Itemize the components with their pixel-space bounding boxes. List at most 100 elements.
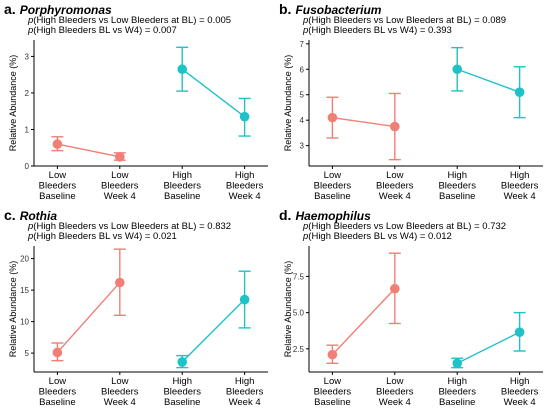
data-point-low <box>327 349 338 360</box>
y-tick-label: 10 <box>20 318 29 327</box>
y-tick-label: 7.5 <box>293 272 305 281</box>
data-point-low <box>327 112 338 123</box>
x-category-label: Bleeders <box>39 387 77 398</box>
y-axis-label: Relative Abundance (%) <box>283 55 293 152</box>
x-category-label: Low <box>324 376 342 387</box>
panel-d: d. Haemophilus p(High Bleeders vs Low Ble… <box>275 206 550 412</box>
data-point-low <box>390 283 400 294</box>
series-line-low <box>56 282 121 353</box>
x-category-label: Low <box>324 170 342 181</box>
x-category-label: Bleeders <box>501 181 539 192</box>
y-tick-label: 15 <box>20 286 29 295</box>
x-category-label: Low <box>49 376 67 387</box>
x-category-label: Baseline <box>314 191 350 202</box>
x-category-label: Low <box>386 376 404 387</box>
data-point-low <box>390 121 400 132</box>
data-point-high <box>452 64 463 75</box>
data-point-high <box>514 87 525 97</box>
x-category-label: Baseline <box>439 397 475 408</box>
panel-title: c. Rothia <box>4 207 57 223</box>
x-category-label: Low <box>386 170 404 181</box>
data-point-low <box>115 152 125 162</box>
x-category-label: Week 4 <box>104 191 136 202</box>
p-value-line-2: p(High Bleeders BL vs W4) = 0.021 <box>28 231 177 242</box>
y-axis-label: Relative Abundance (%) <box>283 261 293 358</box>
y-axis-label: Relative Abundance (%) <box>8 55 18 152</box>
series-line-low <box>57 143 120 158</box>
panel-b: b. Fusobacterium p(High Bleeders vs Low B… <box>275 0 550 206</box>
p-value-line-1: p(High Bleeders vs Low Bleeders at BL) =… <box>303 15 507 26</box>
y-tick-label: 20 <box>20 255 29 264</box>
x-category-label: Bleeders <box>101 181 139 192</box>
series-line-high <box>456 68 520 93</box>
data-point-high <box>514 327 525 337</box>
x-category-label: Bleeders <box>376 181 414 192</box>
genus-name: Rothia <box>19 209 58 223</box>
genus-name: Porphyromonas <box>19 3 112 17</box>
x-category-label: Bleeders <box>438 181 476 192</box>
p-value-line-2: p(High Bleeders BL vs W4) = 0.393 <box>303 25 452 36</box>
y-tick-label: 5 <box>25 349 30 358</box>
x-category-label: Week 4 <box>504 191 536 202</box>
panel-title: a. Porphyromonas <box>4 1 112 17</box>
data-point-high <box>239 111 250 122</box>
x-category-label: High <box>172 170 192 181</box>
y-tick-label: 0 <box>25 162 30 171</box>
series-line-high <box>181 68 246 118</box>
data-point-high <box>452 358 463 369</box>
p-value-line-2: p(High Bleeders BL vs W4) = 0.007 <box>28 25 177 36</box>
y-tick-label: 2.5 <box>293 345 305 354</box>
y-tick-label: 2 <box>25 89 30 98</box>
series-line-high <box>181 299 246 363</box>
panel-c: c. Rothia p(High Bleeders vs Low Bleeders… <box>0 206 275 412</box>
y-tick-label: 5 <box>300 91 305 100</box>
x-category-label: High <box>447 376 467 387</box>
panel-letter: d. <box>279 207 292 223</box>
series-line-low <box>331 288 396 356</box>
x-category-label: Week 4 <box>229 397 261 408</box>
x-category-label: Bleeders <box>314 181 352 192</box>
x-category-label: Baseline <box>39 191 75 202</box>
x-category-label: Baseline <box>164 191 200 202</box>
y-axis-label: Relative Abundance (%) <box>8 261 18 358</box>
x-category-label: High <box>510 170 530 181</box>
p-value-line-1: p(High Bleeders vs Low Bleeders at BL) =… <box>28 221 232 232</box>
p-value-line-1: p(High Bleeders vs Low Bleeders at BL) =… <box>28 15 232 26</box>
y-tick-label: 3 <box>25 52 30 61</box>
series-line-low <box>332 116 395 128</box>
x-category-label: Low <box>49 170 67 181</box>
x-category-label: Bleeders <box>226 387 264 398</box>
y-tick-label: 3 <box>300 142 305 151</box>
series-line-high <box>456 331 520 364</box>
x-category-label: Baseline <box>39 397 75 408</box>
y-tick-label: 7 <box>300 40 305 49</box>
data-point-high <box>239 294 250 305</box>
data-point-high <box>177 357 188 367</box>
x-category-label: Bleeders <box>39 181 77 192</box>
panel-letter: a. <box>4 1 16 17</box>
y-tick-label: 5.0 <box>293 309 305 318</box>
x-category-label: Week 4 <box>379 191 411 202</box>
x-category-label: Week 4 <box>379 397 411 408</box>
data-point-low <box>52 347 63 358</box>
panel-a: a. Porphyromonas p(High Bleeders vs Low B… <box>0 0 275 206</box>
y-tick-label: 4 <box>300 116 305 125</box>
panel-title: b. Fusobacterium <box>279 1 381 17</box>
x-category-label: Bleeders <box>163 181 201 192</box>
x-category-label: Bleeders <box>314 387 352 398</box>
genus-name: Haemophilus <box>295 209 371 223</box>
x-category-label: Bleeders <box>376 387 414 398</box>
panel-letter: b. <box>279 1 292 17</box>
y-tick-label: 6 <box>300 65 305 74</box>
p-value-line-2: p(High Bleeders BL vs W4) = 0.012 <box>303 231 452 242</box>
genus-name: Fusobacterium <box>295 3 382 17</box>
x-category-label: High <box>235 170 255 181</box>
x-category-label: Week 4 <box>504 397 536 408</box>
x-category-label: Bleeders <box>163 387 201 398</box>
panel-letter: c. <box>4 207 16 223</box>
x-category-label: High <box>447 170 467 181</box>
x-category-label: High <box>510 376 530 387</box>
